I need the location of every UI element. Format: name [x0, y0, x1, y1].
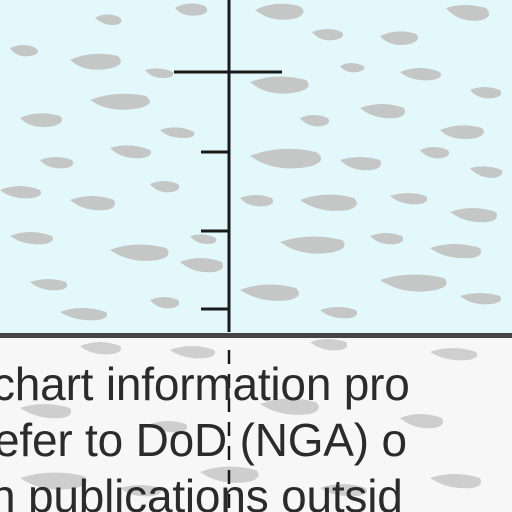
- chart-neatline: [0, 333, 512, 338]
- chart-note-line-1: chart information pro: [0, 358, 410, 410]
- chart-note: chart information pro efer to DoD (NGA) …: [0, 338, 512, 512]
- water-texture: [0, 3, 503, 321]
- water-area: [0, 0, 512, 334]
- chart-note-line-2: efer to DoD (NGA) o: [0, 414, 407, 466]
- land-texture: [20, 339, 481, 497]
- land-area: [0, 338, 512, 512]
- chart-note-line-3: n publications outsid: [0, 470, 403, 512]
